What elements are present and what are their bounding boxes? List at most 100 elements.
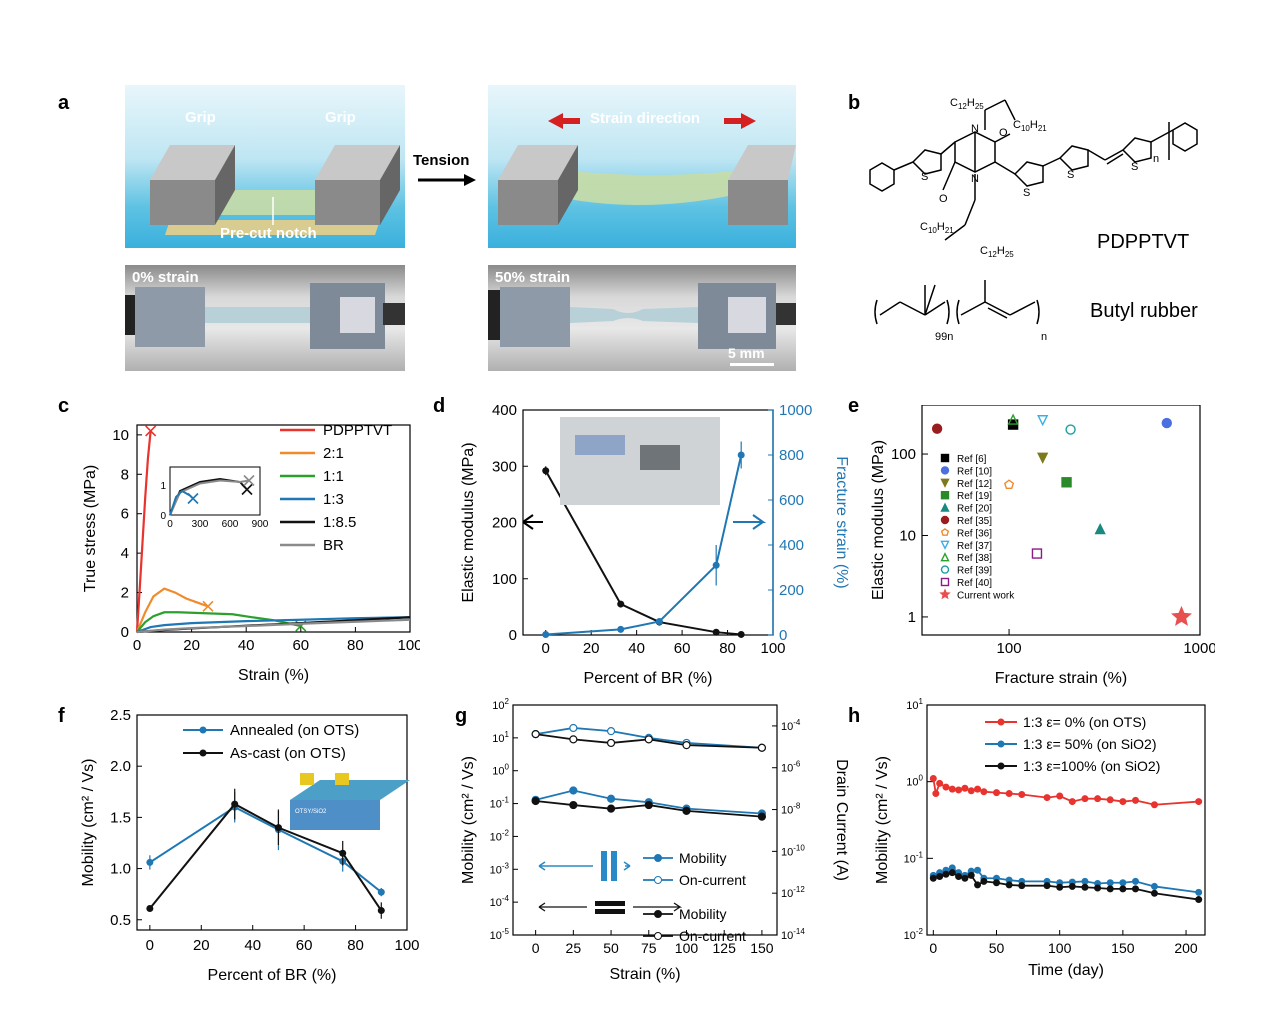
y-axis-label-f: Mobility (cm² / Vs) <box>80 759 97 887</box>
data-point-h <box>1119 879 1127 887</box>
legend-label-e-11: Current work <box>957 590 1015 601</box>
end-marker-c-1 <box>202 600 214 612</box>
marker-e <box>940 453 950 463</box>
data-point-h <box>1068 798 1076 806</box>
marker-e <box>1094 522 1106 535</box>
data-point-f <box>146 905 154 912</box>
data-point-h <box>967 871 975 879</box>
data-point-h <box>1005 881 1013 889</box>
x-tick-label-g: 150 <box>750 940 774 956</box>
y2-tick-label-d: 200 <box>779 582 804 599</box>
arrows-parallel-g <box>538 861 631 871</box>
y2-tick-label-d: 0 <box>779 627 787 644</box>
legend-label-f-0: Annealed (on OTS) <box>230 722 359 739</box>
marker-e <box>940 490 950 500</box>
x-tick-label-e: 1000 <box>1183 640 1215 657</box>
y2-tick-label-g: 10-10 <box>781 843 805 858</box>
marker-e <box>1171 605 1192 626</box>
data-point-d <box>712 628 720 636</box>
x-tick-label-c: 60 <box>292 637 309 654</box>
legend-label-h-1: 1:3 ε= 50% (on SiO2) <box>1023 736 1156 752</box>
data-point-h <box>974 881 982 889</box>
data-point-h <box>1195 888 1203 896</box>
data-point-h <box>1195 896 1203 904</box>
photo-right-label: 50% strain <box>495 269 571 286</box>
data-point-d <box>737 630 745 638</box>
x-axis-label-h: Time (day) <box>1028 962 1104 979</box>
y-tick-label-c: 4 <box>121 545 129 562</box>
series-line-g-2 <box>535 727 762 749</box>
data-point-h <box>1068 882 1076 890</box>
marker-e <box>940 552 950 562</box>
data-point-g <box>682 806 691 815</box>
legend-label-g-2: Mobility <box>679 906 726 922</box>
y-tick-label-c: 8 <box>121 466 129 483</box>
series-line-c-5 <box>136 618 411 634</box>
data-point-h <box>932 790 940 798</box>
legend-label-g-3: On-current <box>679 928 746 944</box>
data-point-d <box>737 451 745 459</box>
data-point-g <box>682 741 691 750</box>
marker-e <box>1037 415 1049 427</box>
data-point-g <box>606 727 616 736</box>
y-tick-label-g: 100 <box>492 763 509 778</box>
data-point-h <box>1106 796 1114 804</box>
legend-marker-h-1 <box>997 740 1005 748</box>
data-point-h <box>942 870 950 878</box>
y-tick-label-c: 2 <box>121 585 129 602</box>
data-point-h <box>980 788 988 796</box>
series-line-g-1 <box>535 800 762 818</box>
perp-strip-1-g <box>595 901 625 906</box>
data-point-h <box>1094 795 1102 803</box>
inset-device-motor-d <box>640 445 680 470</box>
panel-letter-f: f <box>58 705 65 727</box>
plot-frame-f <box>136 714 408 931</box>
data-point-h <box>1081 795 1089 803</box>
y-tick-label-e: 1 <box>908 609 916 626</box>
inset-x-tick-label-c: 0 <box>167 519 173 530</box>
x-tick-label-f: 80 <box>347 937 364 954</box>
x-tick-label-h: 150 <box>1111 940 1135 956</box>
legend-label-g-1: On-current <box>679 872 746 888</box>
chart-g: 0 25 50 75 100 125 150 10-5 10-4 10-3 10-2 10-1 100 1… <box>460 697 850 983</box>
data-point-h <box>967 787 975 795</box>
arrow-right-d <box>733 514 767 530</box>
legend-label-g-0: Mobility <box>679 850 726 866</box>
data-point-h <box>1056 792 1064 800</box>
x-tick-label-c: 20 <box>183 637 200 654</box>
polymer-butyl-label: Butyl rubber <box>1090 300 1198 322</box>
data-point-h <box>1150 882 1158 890</box>
y-tick-label-f: 2.0 <box>110 758 131 775</box>
legend-label-e-10: Ref [40] <box>957 578 992 589</box>
data-point-f <box>377 888 385 896</box>
arrow-left-d <box>522 514 543 530</box>
legend-label-e-6: Ref [36] <box>957 528 992 539</box>
y2-axis-label-g: Drain Current (A) <box>833 759 850 881</box>
y-axis-label-e: Elastic modulus (MPa) <box>870 440 887 600</box>
scale-bar-label: 5 mm <box>728 345 765 361</box>
legend-label-c-2: 1:1 <box>323 468 344 485</box>
y-tick-label-d: 100 <box>492 571 517 588</box>
inset-electrode-1-f <box>300 773 314 785</box>
inset-x-tick-label-c: 900 <box>252 519 269 530</box>
marker-e <box>940 540 950 550</box>
x-tick-label-f: 100 <box>394 937 419 954</box>
data-point-h <box>1081 883 1089 891</box>
legend-label-c-1: 2:1 <box>323 445 344 462</box>
grip-left-label: Grip <box>185 109 216 126</box>
y2-tick-label-g: 10-6 <box>781 760 801 775</box>
chart-f: 0 20 40 60 80 100 0.5 1.0 1.5 2.0 2.5 Percent of BR… <box>80 707 420 984</box>
y-axis-label-h: Mobility (cm² / Vs) <box>874 756 891 884</box>
chem-o-bottom: O <box>939 193 948 205</box>
inset-electrode-2-f <box>335 773 349 785</box>
data-point-g <box>569 800 578 810</box>
plot-frame-h <box>926 704 1206 936</box>
y-tick-label-d: 300 <box>492 458 517 475</box>
marker-e <box>1061 477 1072 488</box>
series-line-g-0 <box>535 789 762 815</box>
data-point-g <box>531 796 540 806</box>
data-point-h <box>1043 882 1051 890</box>
data-point-h <box>942 783 950 791</box>
legend-label-e-9: Ref [39] <box>957 566 992 577</box>
